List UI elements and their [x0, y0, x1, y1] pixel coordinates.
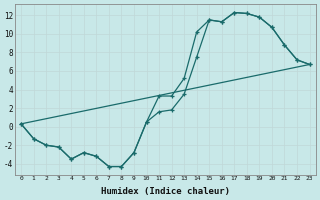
X-axis label: Humidex (Indice chaleur): Humidex (Indice chaleur): [101, 187, 230, 196]
